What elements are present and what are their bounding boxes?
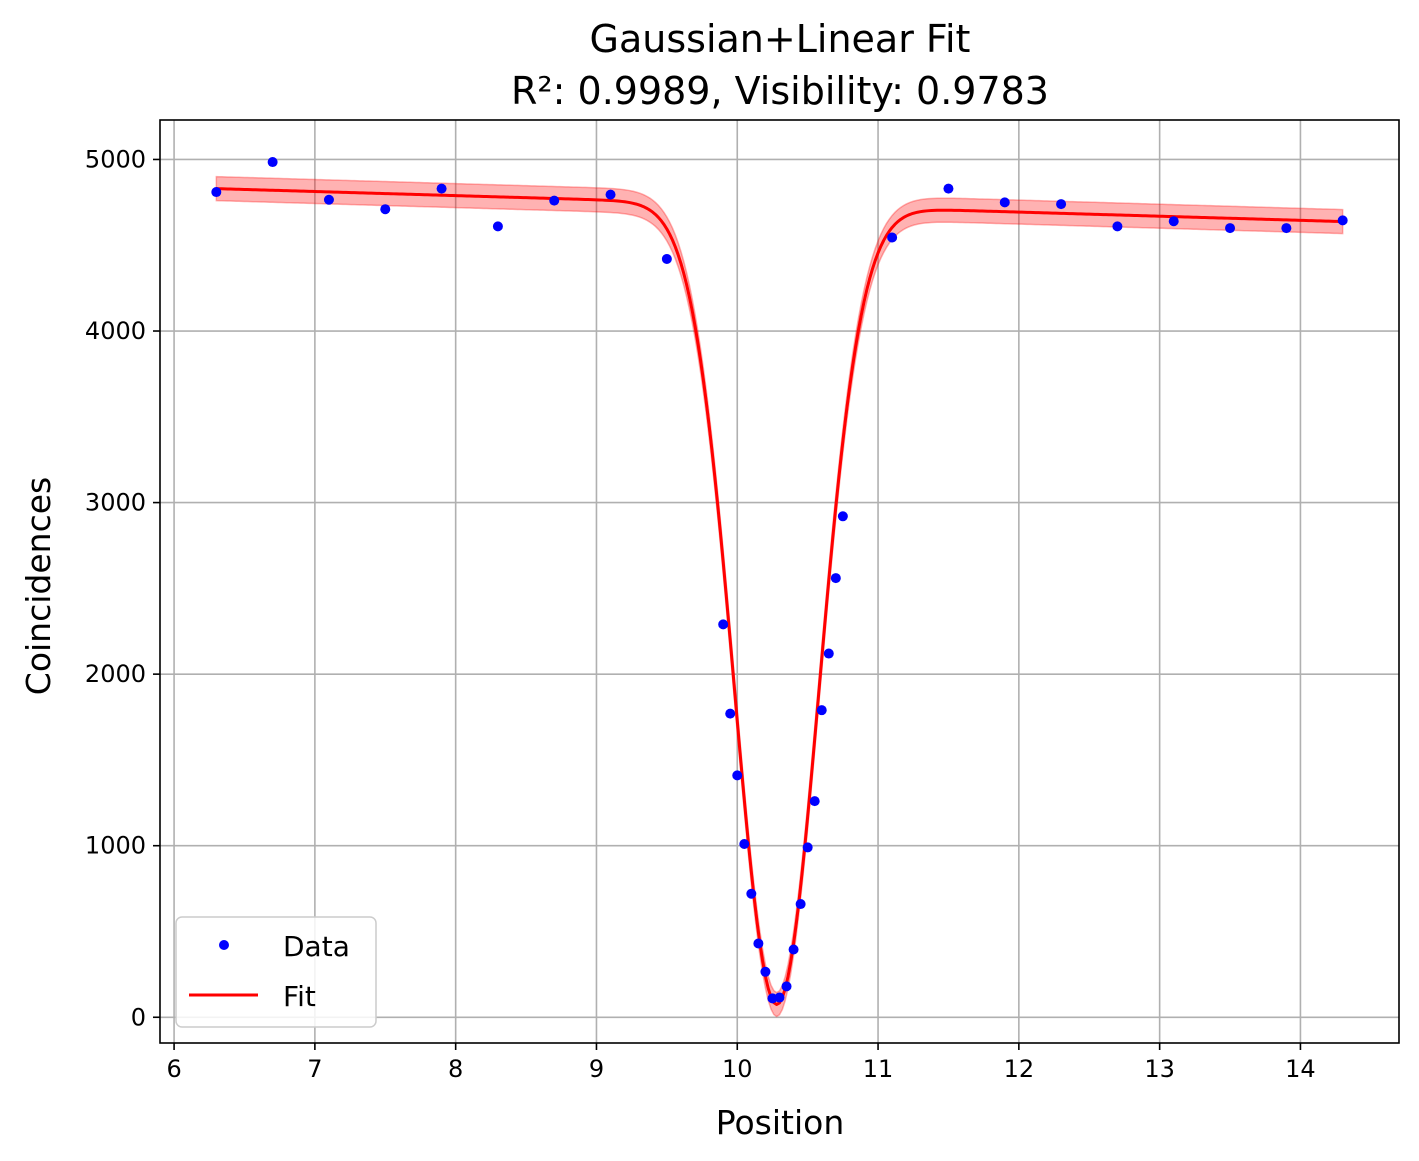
confidence-band-layer <box>215 175 1344 1018</box>
x-tick-label: 12 <box>1004 1055 1035 1083</box>
data-point <box>816 705 827 716</box>
data-point <box>999 197 1010 208</box>
data-point <box>380 204 391 215</box>
legend: Data Fit <box>175 916 377 1028</box>
data-point <box>1056 199 1067 210</box>
y-tick-label: 4000 <box>85 317 146 345</box>
data-point <box>739 838 750 849</box>
data-point <box>1337 215 1348 226</box>
x-tick-label: 8 <box>448 1055 463 1083</box>
data-point <box>788 944 799 955</box>
y-axis-label: Coincidences <box>19 477 58 695</box>
data-point <box>823 648 834 659</box>
plot-frame <box>159 119 1400 1044</box>
x-tick-label: 10 <box>722 1055 753 1083</box>
fit-line-layer <box>216 187 1343 1006</box>
data-point <box>774 992 785 1003</box>
x-tick-label: 14 <box>1285 1055 1316 1083</box>
data-point <box>887 232 898 243</box>
y-tick-label: 3000 <box>85 489 146 517</box>
data-point <box>746 888 757 899</box>
fit-confidence-band <box>215 175 1344 1018</box>
x-axis-label: Position <box>716 1103 845 1142</box>
x-tick-label: 11 <box>863 1055 894 1083</box>
data-point <box>1281 223 1292 234</box>
data-point <box>725 708 736 719</box>
data-point <box>1112 221 1123 232</box>
chart-title: Gaussian+Linear Fit <box>590 17 971 61</box>
y-tick-label: 0 <box>131 1003 146 1031</box>
data-point <box>718 619 729 630</box>
data-point <box>323 194 334 205</box>
data-point <box>661 253 672 264</box>
x-tick-label: 7 <box>307 1055 322 1083</box>
data-point <box>795 899 806 910</box>
data-point <box>760 966 771 977</box>
gridlines <box>160 120 1399 1043</box>
data-points-layer <box>211 157 1348 1004</box>
data-point <box>1168 216 1179 227</box>
data-point <box>211 187 222 198</box>
data-point <box>492 221 503 232</box>
data-point <box>781 981 792 992</box>
data-point <box>549 195 560 206</box>
data-point <box>802 842 813 853</box>
data-point <box>753 938 764 949</box>
data-point <box>809 796 820 807</box>
data-point <box>837 511 848 522</box>
legend-data-marker <box>219 940 229 950</box>
data-point <box>436 183 447 194</box>
fit-line <box>216 187 1343 1006</box>
data-point <box>943 183 954 194</box>
legend-fit-label: Fit <box>283 980 316 1013</box>
data-point <box>1225 223 1236 234</box>
chart-subtitle: R²: 0.9989, Visibility: 0.9783 <box>511 69 1049 113</box>
data-point <box>830 573 841 584</box>
y-tick-label: 1000 <box>85 832 146 860</box>
data-point <box>605 189 616 200</box>
data-point <box>732 770 743 781</box>
y-tick-label: 5000 <box>85 145 146 173</box>
y-axis-ticks: 0 1000 2000 3000 4000 5000 <box>85 145 160 1031</box>
x-tick-label: 13 <box>1144 1055 1175 1083</box>
x-tick-label: 6 <box>166 1055 181 1083</box>
legend-data-label: Data <box>283 930 350 963</box>
x-tick-label: 9 <box>589 1055 604 1083</box>
data-point <box>267 157 278 168</box>
x-axis-ticks: 6 7 8 9 10 11 12 13 14 <box>166 1043 1316 1083</box>
y-tick-label: 2000 <box>85 660 146 688</box>
